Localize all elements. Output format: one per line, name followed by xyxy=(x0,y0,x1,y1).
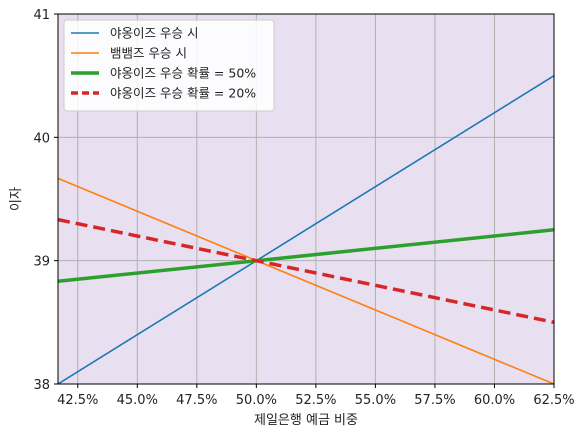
y-axis: 38 39 40 41 xyxy=(33,8,58,393)
x-tick-label: 52.5% xyxy=(295,393,336,408)
x-axis: 42.5% 45.0% 47.5% 50.0% 52.5% 55.0% 57.5% 60.0%… xyxy=(57,384,575,408)
legend-box xyxy=(63,19,275,112)
y-tick-label: 40 xyxy=(33,131,50,146)
series-line-4 xyxy=(57,217,555,325)
series-line-3 xyxy=(57,228,555,284)
y-axis-title: 이자 xyxy=(9,187,24,211)
x-tick-label: 42.5% xyxy=(57,393,98,408)
legend-label-2: 뱀뱀즈 우승 시 xyxy=(110,46,187,61)
y-tick-label: 41 xyxy=(33,8,50,23)
x-tick-label: 45.0% xyxy=(117,393,158,408)
x-tick-label: 50.0% xyxy=(236,393,277,408)
legend-label-1: 야옹이즈 우승 시 xyxy=(110,26,198,41)
y-tick-label: 38 xyxy=(33,378,50,393)
x-tick-label: 57.5% xyxy=(414,393,455,408)
plot-frame xyxy=(57,13,555,385)
x-tick-label: 55.0% xyxy=(355,393,396,408)
x-tick-label: 47.5% xyxy=(176,393,217,408)
series-line-1 xyxy=(57,75,555,385)
series-lines xyxy=(57,75,555,385)
y-tick-label: 39 xyxy=(33,255,50,270)
legend-label-4: 야옹이즈 우승 확률 = 20% xyxy=(110,86,256,101)
x-tick-label: 60.0% xyxy=(474,393,515,408)
legend-label-3: 야옹이즈 우승 확률 = 50% xyxy=(110,66,256,81)
x-axis-title: 제일은행 예금 비중 xyxy=(254,412,358,428)
series-line-2 xyxy=(57,177,555,385)
x-tick-label: 62.5% xyxy=(533,393,574,408)
